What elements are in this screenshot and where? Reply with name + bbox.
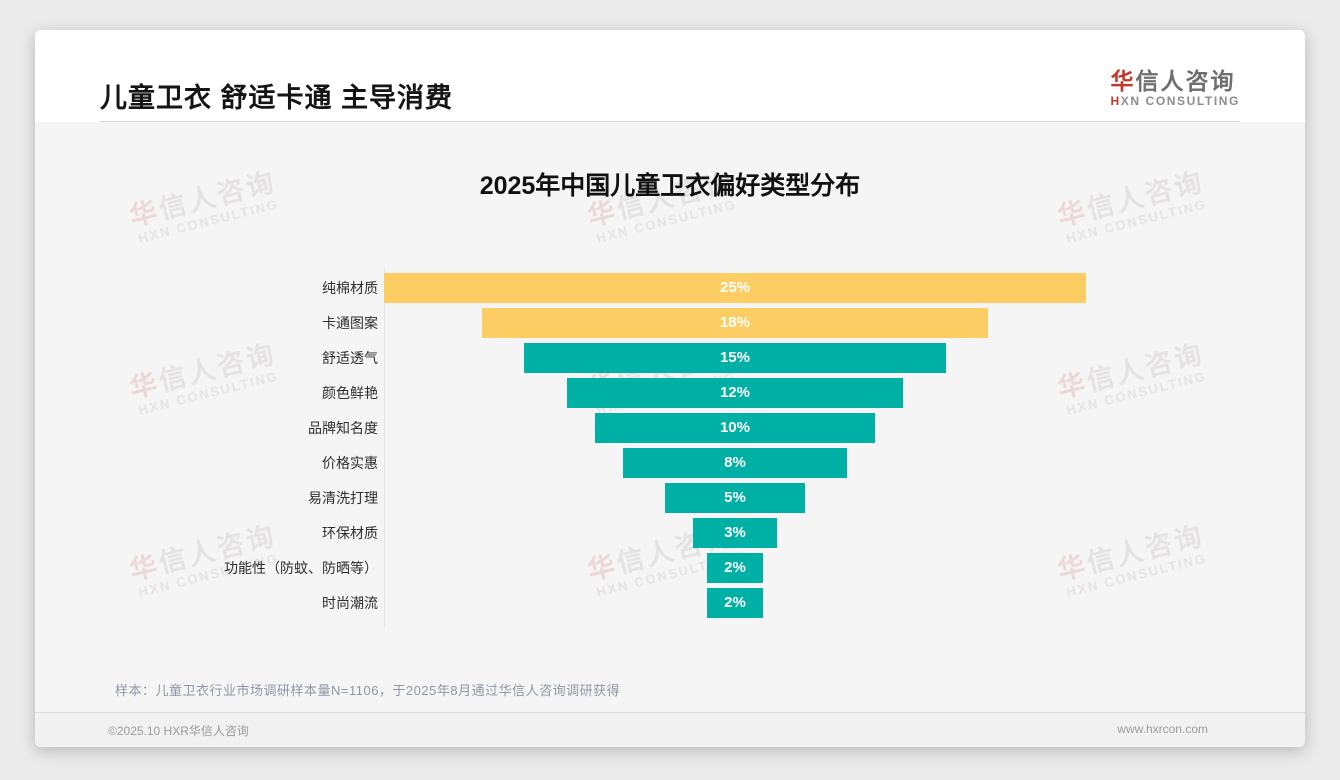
funnel-bar: 8% [622,448,848,478]
category-label: 舒适透气 [322,350,378,366]
footer-bar: ©2025.10 HXR华信人咨询 www.hxrcon.com [35,712,1305,747]
bar-value-label: 15% [719,349,750,366]
bar-value-label: 12% [719,384,750,401]
funnel-bar: 3% [692,518,778,548]
copyright-text: ©2025.10 HXR华信人咨询 [108,724,249,738]
funnel-bar: 5% [664,483,806,513]
category-label: 功能性（防蚊、防晒等） [224,560,378,576]
bar-value-label: 2% [724,594,746,611]
funnel-chart: 纯棉材质 25% 卡通图案 18% 舒适透气 15% 颜色鲜艳 12% 品牌知名度 10% 价格实惠… [35,269,1305,627]
funnel-bar: 15% [524,343,946,373]
company-logo: 华信人咨询 HXN CONSULTING [1110,68,1240,108]
logo-en-accent-char: H [1110,94,1121,108]
category-label: 环保材质 [322,525,378,541]
logo-accent-char: 华 [1110,68,1136,94]
logo-chinese-name: 华信人咨询 [1110,68,1240,94]
chart-title: 2025年中国儿童卫衣偏好类型分布 [479,172,861,200]
funnel-bar: 12% [566,378,904,408]
header-divider [100,121,1240,122]
category-label: 时尚潮流 [322,595,378,611]
funnel-bar: 10% [594,413,876,443]
website-text: www.hxrcon.com [1117,722,1208,736]
bar-value-label: 5% [724,489,746,506]
category-label: 纯棉材质 [322,280,378,296]
logo-english-name: HXN CONSULTING [1110,94,1240,108]
bar-value-label: 8% [724,454,746,471]
page-title: 儿童卫衣 舒适卡通 主导消费 [100,83,454,113]
funnel-bar: 25% [384,273,1086,303]
bar-value-label: 10% [719,419,750,436]
logo-en-rest-chars: XN CONSULTING [1120,94,1240,108]
bar-value-label: 3% [724,524,746,541]
category-axis-line [384,269,385,627]
bar-value-label: 2% [724,559,746,576]
funnel-bar: 2% [706,553,764,583]
sample-footnote: 样本：儿童卫衣行业市场调研样本量N=1106，于2025年8月通过华信人咨询调研… [115,683,621,698]
funnel-bar: 18% [482,308,988,338]
report-card: 儿童卫衣 舒适卡通 主导消费 华信人咨询 HXN CONSULTING 华信人咨… [35,30,1305,747]
bar-value-label: 25% [719,279,751,296]
category-label: 卡通图案 [322,315,378,331]
category-label: 易清洗打理 [308,490,378,506]
category-label: 价格实惠 [322,455,378,471]
category-label: 颜色鲜艳 [322,385,378,401]
category-label: 品牌知名度 [308,420,378,436]
bar-value-label: 18% [719,314,750,331]
chart-panel: 华信人咨询 HXN CONSULTING 华信人咨询 HXN CONSULTING 华信… [35,122,1305,712]
funnel-bar: 2% [706,588,764,618]
logo-rest-chars: 信人咨询 [1135,68,1236,94]
